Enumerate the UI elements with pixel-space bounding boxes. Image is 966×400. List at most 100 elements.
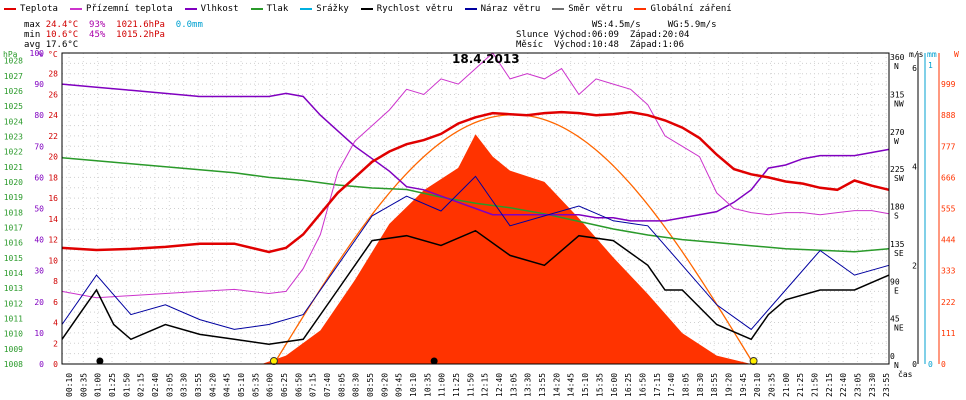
direction-tick-value: 360: [890, 53, 905, 62]
time-tick-label: 18:30: [696, 373, 705, 397]
time-tick-label: 15:10: [581, 373, 590, 397]
time-tick-label: 10:35: [423, 373, 432, 397]
time-tick-label: 03:05: [165, 373, 174, 397]
time-tick-label: 05:10: [237, 373, 246, 397]
legend-label: Náraz větru: [480, 4, 541, 14]
direction-tick-name: W: [894, 137, 899, 146]
pct-tick-label: 70: [34, 142, 44, 151]
temp-tick-label: 20: [48, 153, 58, 162]
direction-tick-name: SW: [894, 174, 904, 183]
time-tick-label: 21:50: [810, 373, 819, 397]
right-axis-unit: W: [954, 50, 959, 59]
time-tick-label: 03:30: [180, 373, 189, 397]
time-tick-label: 23:30: [868, 373, 877, 397]
time-tick-label: 16:00: [610, 373, 619, 397]
ms-tick-label: 4: [912, 163, 917, 172]
series-vlhkost: [61, 83, 890, 222]
legend-item: Tlak: [250, 4, 288, 14]
sun-marker: [749, 357, 758, 365]
time-tick-label: 11:50: [466, 373, 475, 397]
direction-tick-value: 270: [890, 128, 905, 137]
pct-tick-label: 40: [34, 236, 44, 245]
legend-label: Srážky: [316, 4, 349, 14]
pct-tick-label: 20: [34, 298, 44, 307]
legend-swatch: [69, 7, 82, 10]
temp-tick-label: 2: [53, 339, 58, 348]
ms-tick-label: 6: [912, 64, 917, 73]
legend-swatch: [4, 7, 16, 10]
hpa-tick-label: 1028: [4, 57, 23, 66]
sun-label: Slunce: [516, 30, 549, 40]
moon-label: Měsíc: [516, 40, 544, 50]
time-tick-label: 00:35: [79, 373, 88, 397]
min-hum: 45%: [89, 30, 106, 40]
max-rain: 0.0mm: [175, 20, 203, 30]
legend-item: Směr větru: [552, 4, 622, 14]
w-tick-label: 0: [941, 360, 946, 369]
time-tick-label: 21:00: [782, 373, 791, 397]
w-tick-label: 777: [941, 142, 956, 151]
max-press: 1021.6hPa: [116, 20, 165, 30]
time-tick-label: 13:55: [538, 373, 547, 397]
left-axis-unit: %: [38, 50, 43, 59]
time-tick-label: 16:25: [624, 373, 633, 397]
temp-tick-label: 18: [48, 173, 58, 182]
legend-label: Přízemní teplota: [85, 4, 173, 14]
hpa-tick-label: 1011: [4, 314, 23, 323]
time-tick-label: 04:20: [208, 373, 217, 397]
sun-moon-info: WS:4.5m/s WG:5.9m/s Slunce Východ:06:09 …: [516, 20, 717, 50]
hpa-tick-label: 1025: [4, 102, 23, 111]
time-tick-label: 02:15: [137, 373, 146, 397]
series-tlak: [61, 156, 890, 253]
time-tick-label: 23:05: [853, 373, 862, 397]
time-tick-label: 01:25: [108, 373, 117, 397]
time-tick-label: 11:00: [438, 373, 447, 397]
time-tick-label: 09:45: [395, 373, 404, 397]
pct-tick-label: 100: [30, 49, 45, 58]
moonset: Západ:1:06: [629, 40, 684, 50]
legend-item: Rychlost větru: [360, 4, 453, 14]
time-tick-label: 22:15: [825, 373, 834, 397]
temp-tick-label: 26: [48, 90, 58, 99]
hpa-tick-label: 1009: [4, 345, 23, 354]
temp-tick-label: 16: [48, 194, 58, 203]
temp-tick-label: 4: [53, 319, 58, 328]
moonrise: Východ:10:48: [553, 40, 619, 50]
time-tick-label: 07:15: [309, 373, 318, 397]
temp-tick-label: 0: [53, 360, 58, 369]
series-rychlost-větru: [61, 229, 890, 346]
direction-tick-name: NW: [894, 99, 904, 108]
time-tick-label: 16:50: [638, 373, 647, 397]
hpa-tick-label: 1013: [4, 284, 23, 293]
chart-title: 18.4.2013: [452, 52, 520, 66]
min-label: min: [24, 30, 41, 40]
hpa-tick-label: 1016: [4, 239, 23, 248]
legend-swatch: [464, 7, 477, 10]
hpa-tick-label: 1017: [4, 223, 23, 232]
radiation-area: [261, 134, 752, 364]
pct-tick-label: 0: [39, 360, 44, 369]
hpa-tick-label: 1024: [4, 117, 23, 126]
time-axis-label: čas: [898, 369, 913, 379]
legend-swatch: [184, 7, 197, 10]
time-tick-label: 08:05: [337, 373, 346, 397]
direction-tick-value: 90: [890, 277, 900, 286]
series-přízemní-teplota: [61, 52, 890, 299]
time-tick-label: 20:10: [753, 373, 762, 397]
ms-tick-label: 0: [912, 360, 917, 369]
time-tick-label: 07:40: [323, 373, 332, 397]
time-tick-label: 17:15: [653, 373, 662, 397]
right-axis-unit: mm: [927, 50, 937, 59]
time-tick-label: 19:20: [724, 373, 733, 397]
hpa-tick-label: 1027: [4, 72, 23, 81]
time-tick-label: 14:45: [567, 373, 576, 397]
moon-marker: [430, 357, 438, 365]
hpa-tick-label: 1015: [4, 254, 23, 263]
direction-tick-name: E: [894, 286, 899, 295]
direction-tick-value: 135: [890, 240, 905, 249]
min-press: 1015.2hPa: [116, 30, 165, 40]
series-teplota: [61, 110, 890, 254]
legend-item: Přízemní teplota: [69, 4, 173, 14]
time-tick-label: 23:55: [882, 373, 891, 397]
time-tick-label: 19:45: [739, 373, 748, 397]
